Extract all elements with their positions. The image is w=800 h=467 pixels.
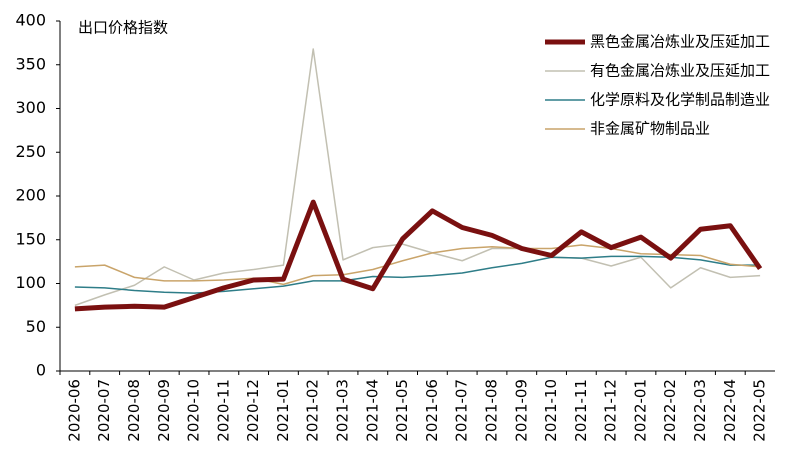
x-tick-label: 2020-11: [214, 379, 232, 442]
legend-label: 化学原料及化学制品制造业: [590, 91, 770, 109]
x-tick-label: 2021-06: [423, 379, 441, 442]
x-tick-label: 2021-09: [512, 379, 530, 442]
x-tick-label: 2021-05: [393, 379, 411, 442]
y-tick-label: 200: [15, 186, 46, 205]
series-line: [74, 244, 761, 286]
x-tick-label: 2021-08: [482, 379, 500, 442]
y-tick-label: 100: [15, 273, 46, 292]
series-line: [74, 199, 763, 312]
y-tick-label: 0: [36, 361, 46, 380]
series-line: [74, 48, 761, 307]
chart-title: 出口价格指数: [78, 19, 168, 37]
x-tick-label: 2022-02: [661, 379, 679, 442]
x-tick-label: 2021-12: [602, 379, 620, 442]
x-tick-label: 2021-10: [542, 379, 560, 442]
legend-label: 黑色金属冶炼业及压延加工: [590, 33, 770, 51]
y-tick-label: 150: [15, 229, 46, 248]
x-tick-label: 2022-01: [631, 379, 649, 442]
y-tick-label: 50: [26, 317, 46, 336]
legend-label: 非金属矿物制品业: [590, 120, 710, 138]
x-tick-label: 2020-10: [185, 379, 203, 442]
y-tick-label: 250: [15, 142, 46, 161]
x-tick-label: 2021-02: [304, 379, 322, 442]
x-tick-label: 2022-05: [751, 379, 769, 442]
x-tick-label: 2022-04: [721, 379, 739, 442]
x-tick-label: 2020-08: [125, 379, 143, 442]
series-line: [74, 255, 761, 294]
x-tick-label: 2020-07: [95, 379, 113, 442]
x-tick-label: 2022-03: [691, 379, 709, 442]
y-tick-label: 400: [15, 11, 46, 30]
x-tick-label: 2021-04: [363, 379, 381, 442]
x-tick-label: 2020-09: [155, 379, 173, 442]
y-tick-label: 350: [15, 54, 46, 73]
x-tick-label: 2021-07: [453, 379, 471, 442]
x-tick-label: 2020-12: [244, 379, 262, 442]
y-tick-label: 300: [15, 98, 46, 117]
x-tick-label: 2020-06: [65, 379, 83, 442]
x-tick-label: 2021-11: [572, 379, 590, 442]
x-tick-label: 2021-01: [274, 379, 292, 442]
x-tick-label: 2021-03: [334, 379, 352, 442]
legend-label: 有色金属冶炼业及压延加工: [590, 62, 770, 80]
